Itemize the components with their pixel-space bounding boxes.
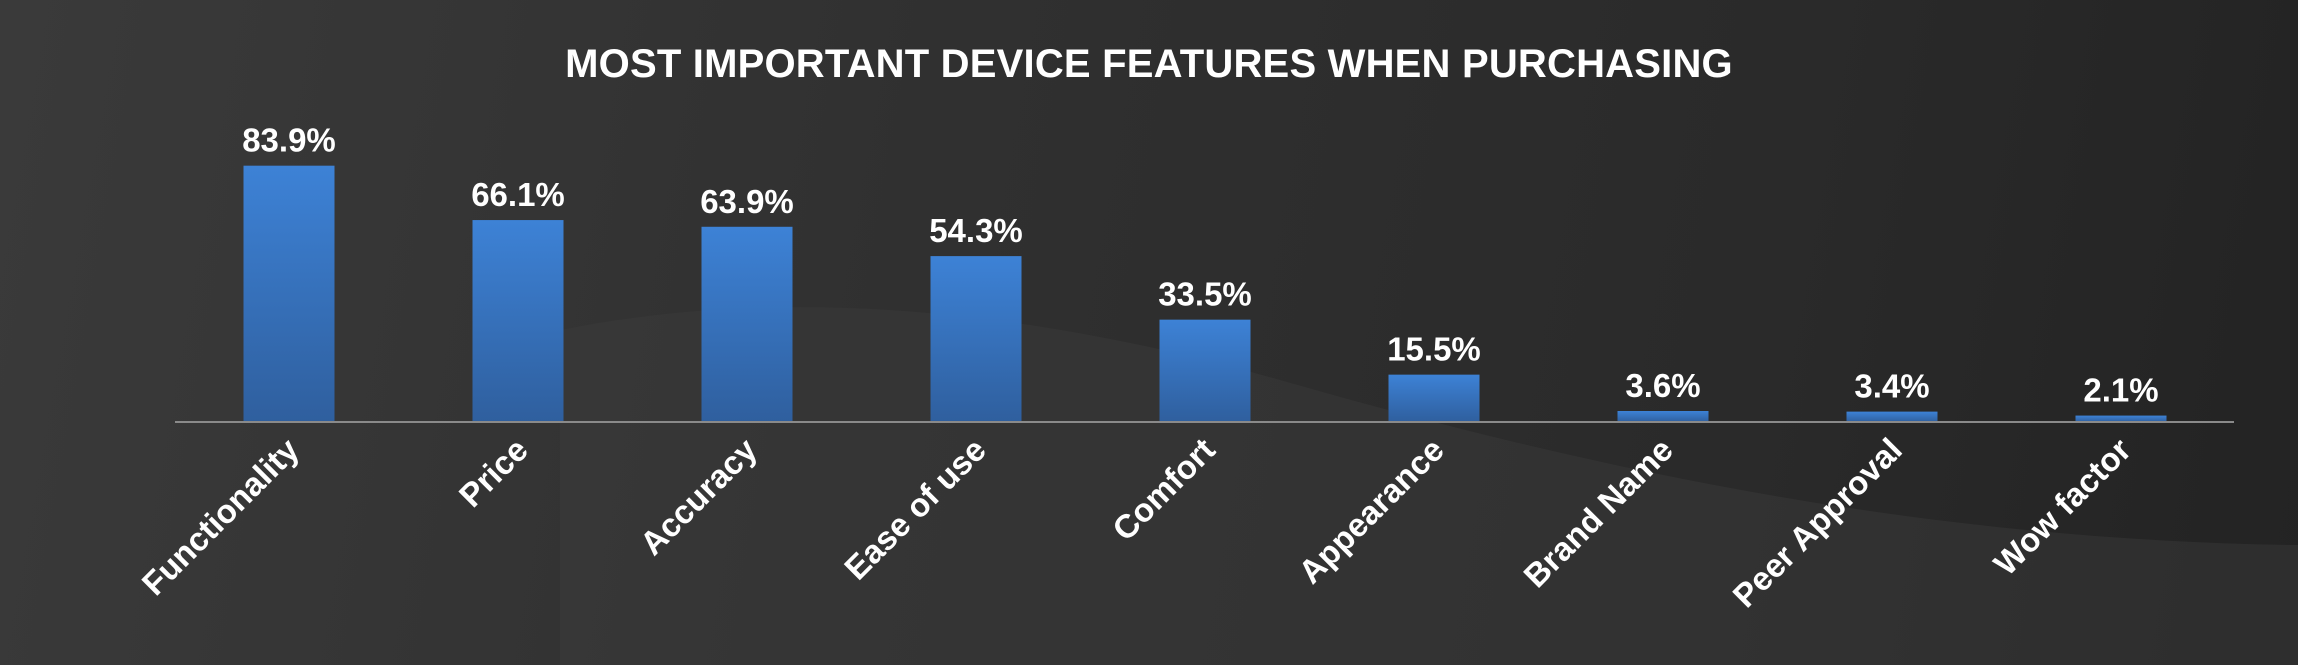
value-label-7: 3.4% [1854,368,1929,405]
value-label-1: 66.1% [471,176,565,213]
chart-title: MOST IMPORTANT DEVICE FEATURES WHEN PURC… [565,42,1733,86]
category-labels-group: Functionality Price Accuracy Ease of use Com… [135,430,2138,614]
category-label-1: Price [452,431,535,514]
value-label-3: 54.3% [929,212,1023,249]
value-label-4: 33.5% [1158,276,1252,313]
category-label-6: Brand Name [1516,431,1680,595]
bar-2 [701,226,793,422]
bar-4 [1159,319,1251,422]
bar-7 [1846,411,1938,422]
value-label-2: 63.9% [700,183,794,220]
value-labels-group: 83.9% 66.1% 63.9% 54.3% 33.5% 15.5% 3.6% 3.4% 2.… [242,122,2158,409]
bar-0 [243,165,335,423]
category-label-0: Functionality [135,430,307,602]
category-label-7: Peer Approval [1725,431,1909,615]
value-label-5: 15.5% [1387,331,1481,368]
bars-group [243,165,2167,423]
value-label-8: 2.1% [2083,372,2158,409]
value-label-6: 3.6% [1625,367,1700,404]
bar-6 [1617,411,1709,422]
value-label-0: 83.9% [242,122,336,159]
category-label-4: Comfort [1105,431,1222,548]
category-label-2: Accuracy [633,430,765,562]
bar-5 [1388,374,1480,422]
category-label-3: Ease of use [837,431,993,587]
bar-1 [472,220,564,422]
bar-8 [2075,415,2167,422]
category-label-5: Appearance [1291,431,1451,591]
category-label-8: Wow factor [1986,431,2138,583]
bar-3 [930,256,1022,422]
